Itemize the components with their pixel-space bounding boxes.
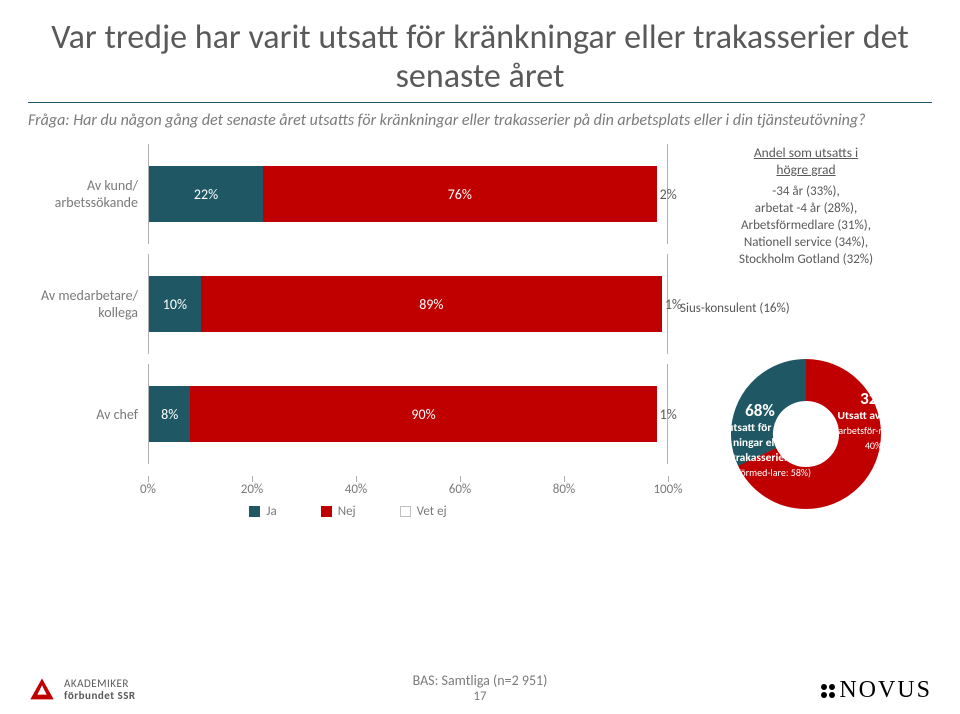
side-col: Andel som utsatts i högre grad -34 år (3… bbox=[680, 144, 932, 519]
bar-seg-ja: 10% bbox=[149, 276, 201, 332]
title-rule bbox=[28, 102, 932, 103]
chart-region: Av kund/ arbetssökande 22% 76% 2% Av med… bbox=[28, 144, 932, 519]
donut-sub: Utsatt av någon bbox=[838, 409, 913, 423]
page-title: Var tredje har varit utsatt för kränknin… bbox=[28, 18, 932, 96]
bar-value: 76% bbox=[448, 186, 472, 203]
bar-track: 8% 90% 1% bbox=[148, 364, 668, 464]
tick-label: 20% bbox=[241, 482, 263, 497]
swatch-icon bbox=[321, 506, 332, 517]
bar-value: 10% bbox=[163, 296, 187, 313]
bas-text: BAS: Samtliga (n=2 951) bbox=[28, 672, 932, 689]
donut-pct: 68% bbox=[705, 401, 815, 421]
donut-pct: 32% bbox=[835, 389, 915, 409]
bar-track: 22% 76% 2% bbox=[148, 144, 668, 244]
bar-seg-nej: 89% bbox=[201, 276, 662, 332]
bar-value: 22% bbox=[194, 186, 218, 203]
bar-value: 2% bbox=[660, 186, 677, 203]
side-block-2: 68% Ej utsatt för kränk-ningar eller tra… bbox=[680, 374, 932, 484]
bar-value: 1% bbox=[660, 406, 677, 423]
bar-row-0: Av kund/ arbetssökande 22% 76% 2% bbox=[28, 144, 668, 244]
chart: Av kund/ arbetssökande 22% 76% 2% Av med… bbox=[28, 144, 668, 519]
donut-paren: (arbetsförmed-lare: 58%) bbox=[709, 466, 811, 479]
side-block-0: Andel som utsatts i högre grad -34 år (3… bbox=[680, 144, 932, 244]
row-label: Av kund/ arbetssökande bbox=[28, 177, 148, 211]
tick-label: 40% bbox=[345, 482, 367, 497]
bar-seg-vet: 1% bbox=[662, 276, 667, 332]
row-label: Av medarbetare/ kollega bbox=[28, 287, 148, 321]
bar-seg-ja: 8% bbox=[149, 386, 190, 442]
bar-value: 90% bbox=[411, 406, 435, 423]
footer-center: BAS: Samtliga (n=2 951) 17 bbox=[28, 672, 932, 704]
legend-label: Vet ej bbox=[417, 504, 447, 519]
bar-seg-vet: 2% bbox=[657, 166, 667, 222]
tick-label: 60% bbox=[449, 482, 471, 497]
swatch-icon bbox=[249, 506, 260, 517]
page-number: 17 bbox=[28, 689, 932, 704]
side-block-1: Sius-konsulent (16%) bbox=[680, 254, 932, 364]
legend-label: Nej bbox=[338, 504, 356, 519]
legend-item-nej: Nej bbox=[321, 504, 356, 519]
donut-label-ut: 32% Utsatt av någon (arbetsför-medlare: … bbox=[835, 389, 915, 453]
bar-value: 8% bbox=[161, 406, 178, 423]
donut-chart: 68% Ej utsatt för kränk-ningar eller tra… bbox=[691, 349, 921, 509]
bar-seg-nej: 90% bbox=[190, 386, 656, 442]
legend-label: Ja bbox=[266, 504, 276, 519]
andel-text-1: Sius-konsulent (16%) bbox=[680, 301, 790, 318]
legend-item-vet: Vet ej bbox=[400, 504, 447, 519]
row-label: Av chef bbox=[28, 406, 148, 423]
legend: Ja Nej Vet ej bbox=[28, 504, 668, 519]
bar-seg-nej: 76% bbox=[263, 166, 657, 222]
legend-item-ja: Ja bbox=[249, 504, 276, 519]
donut-paren: (arbetsför-medlare: 40%) bbox=[835, 424, 914, 452]
footer: AKADEMIKER förbundet SSR BAS: Samtliga (… bbox=[28, 676, 932, 704]
bar-seg-ja: 22% bbox=[149, 166, 263, 222]
swatch-icon bbox=[400, 506, 411, 517]
tick-label: 0% bbox=[140, 482, 156, 497]
question-text: Fråga: Har du någon gång det senaste åre… bbox=[28, 111, 932, 130]
bar-track: 10% 89% 1% bbox=[148, 254, 668, 354]
bar-row-1: Av medarbetare/ kollega 10% 89% 1% bbox=[28, 254, 668, 354]
tick-label: 100% bbox=[653, 482, 682, 497]
donut-label-ej: 68% Ej utsatt för kränk-ningar eller tra… bbox=[705, 401, 815, 480]
bar-value: 89% bbox=[419, 296, 443, 313]
donut-sub: Ej utsatt för kränk-ningar eller trakass… bbox=[716, 421, 804, 465]
andel-header: Andel som utsatts i högre grad bbox=[680, 144, 932, 178]
tick-label: 80% bbox=[553, 482, 575, 497]
x-axis-ticks: 0% 20% 40% 60% 80% 100% bbox=[148, 478, 668, 494]
bar-row-2: Av chef 8% 90% 1% bbox=[28, 364, 668, 464]
bar-seg-vet: 1% bbox=[657, 386, 662, 442]
x-axis: 0% 20% 40% 60% 80% 100% bbox=[28, 478, 668, 494]
